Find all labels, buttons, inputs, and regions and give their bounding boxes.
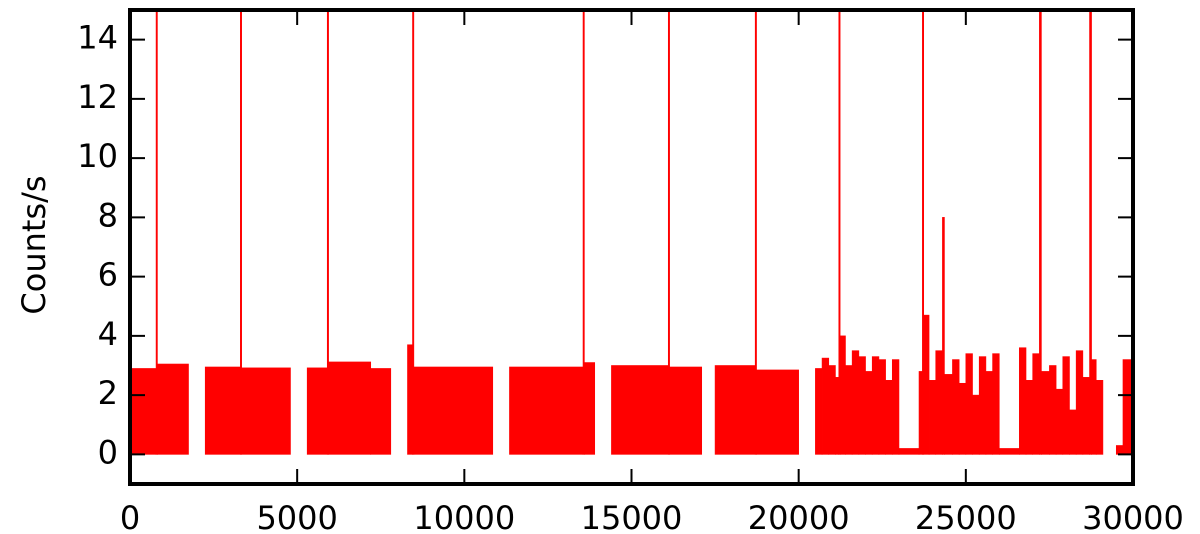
bar (922, 10, 925, 455)
bar (923, 314, 930, 455)
bar (865, 371, 873, 455)
bar (714, 365, 756, 455)
bar (756, 369, 799, 455)
bar (815, 368, 823, 455)
x-tick-label: 30000 (1082, 499, 1184, 534)
bar (754, 10, 757, 455)
bar (1089, 10, 1092, 455)
bar (412, 10, 415, 455)
bar (985, 371, 993, 455)
bar (1115, 445, 1124, 455)
bar (667, 10, 670, 455)
bar (1039, 10, 1042, 455)
bar (306, 367, 328, 455)
bar (828, 365, 836, 455)
bar (942, 217, 945, 455)
bar (155, 10, 158, 455)
bar (1095, 380, 1104, 455)
x-tick-label: 25000 (915, 499, 1017, 534)
bar (845, 365, 853, 455)
y-tick-label: 4 (98, 315, 118, 353)
bar (928, 380, 937, 455)
bar (878, 359, 886, 455)
bar (1082, 377, 1090, 455)
y-tick-label: 2 (98, 374, 118, 412)
bar (871, 356, 880, 455)
x-tick-label: 0 (120, 499, 140, 534)
y-tick-label: 6 (98, 256, 118, 294)
bar (326, 10, 329, 455)
bar (1025, 380, 1033, 455)
bar (1075, 350, 1084, 455)
y-tick-label: 0 (98, 433, 118, 471)
bar (611, 365, 669, 455)
bar (935, 350, 943, 455)
bar (891, 359, 900, 455)
bar (821, 357, 830, 455)
bar (204, 366, 241, 455)
bar (972, 394, 980, 455)
bar (839, 335, 846, 455)
bar (978, 356, 987, 455)
bar (998, 448, 1020, 455)
bar (858, 356, 866, 455)
bar (885, 380, 893, 455)
bar (992, 353, 1000, 455)
bar (157, 363, 189, 455)
bar (584, 362, 596, 455)
y-tick-label: 10 (77, 137, 118, 175)
bar (1069, 409, 1077, 455)
x-tick-label: 15000 (581, 499, 683, 534)
bar (1032, 353, 1040, 455)
bar (240, 10, 242, 455)
plot-area (130, 10, 1133, 455)
y-tick-label: 12 (77, 78, 118, 116)
bar (582, 10, 585, 455)
bar (413, 366, 494, 455)
y-tick-label: 8 (98, 196, 118, 234)
bar (958, 382, 967, 455)
x-tick-label: 5000 (256, 499, 337, 534)
bar (1055, 388, 1064, 455)
x-tick-label: 20000 (748, 499, 850, 534)
bar (130, 368, 157, 455)
x-tick-label: 10000 (413, 499, 515, 534)
bar (1019, 347, 1027, 455)
bar (838, 10, 841, 455)
y-axis-label: Counts/s (15, 175, 53, 314)
bar (407, 344, 413, 455)
bar (241, 367, 291, 455)
bar (944, 374, 953, 455)
bar (835, 377, 840, 455)
bar (1041, 371, 1050, 455)
bar (1049, 365, 1057, 455)
y-tick-label: 14 (77, 19, 118, 57)
bar (952, 359, 960, 455)
bar (918, 371, 923, 455)
bar (328, 361, 372, 455)
bar (965, 353, 973, 455)
bar (898, 448, 920, 455)
bar (1062, 356, 1070, 455)
bar (851, 350, 860, 455)
bar (370, 368, 392, 455)
bar (509, 366, 584, 455)
bar (669, 366, 703, 455)
bar (1091, 359, 1097, 455)
